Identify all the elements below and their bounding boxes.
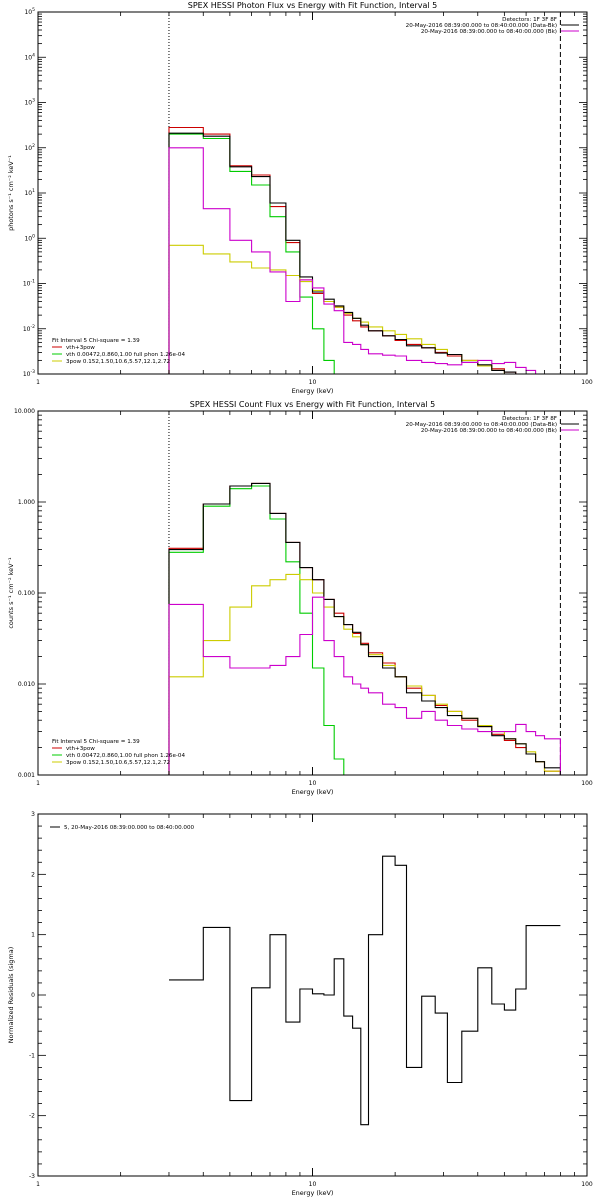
series-data-bk [168,132,517,374]
legend-detectors: Detectors: 1F 3F 8F [502,416,557,422]
series-vth [168,485,345,775]
series-5-20-may-2016-08-39-00-000-to-08-40-00-000 [169,855,561,1126]
y-tick-label: 1.000 [18,499,35,506]
series-group [168,482,561,775]
fit-legend-label: vth 0.00472,0.860,1.00 full phon 1.26e-0… [66,352,185,358]
series-group [169,855,561,1126]
x-tick-label: 10 [309,1181,317,1188]
y-tick-mantissa: 10 [24,145,32,152]
y-tick-label: 103 [24,98,35,107]
y-tick-label: 10-2 [23,324,35,333]
chart-title: SPEX HESSI Count Flux vs Energy with Fit… [190,400,435,409]
y-tick-label: 0.001 [18,772,35,779]
y-tick-label: 1 [31,932,35,939]
y-tick-label: 0 [31,992,35,999]
x-tick-label: 10 [309,379,317,386]
legend-entry-label: 20-May-2016 08:39:00.000 to 08:40:00.000… [421,29,557,35]
chart-title: SPEX HESSI Photon Flux vs Energy with Fi… [188,1,438,10]
y-tick-label: 0.010 [18,681,35,688]
x-tick-label: 1 [36,379,40,386]
axes-frame [37,813,588,1177]
chart-panel-2: SPEX HESSI Count Flux vs Energy with Fit… [7,400,593,796]
y-tick-exponent: -2 [31,324,36,330]
y-tick-label: -2 [29,1113,35,1120]
x-tick-label: 1 [36,780,40,787]
fit-legend-label: 3pow 0.152,1.50,10.6,5.57,12.1,2.72 [66,359,170,365]
y-tick-label: 2 [31,871,35,878]
x-axis-label: Energy (keV) [292,1189,334,1197]
y-tick-label: 10-1 [23,279,35,288]
y-tick-label: -1 [29,1052,35,1059]
y-tick-mantissa: 10 [24,235,32,242]
y-tick-exponent: 4 [32,52,35,58]
series-3pow [168,573,561,775]
y-tick-mantissa: 10 [23,281,31,288]
series-bk [168,596,561,775]
x-axis-label: Energy (keV) [292,788,334,796]
y-tick-label: 100 [24,233,35,242]
y-tick-label: 0.100 [18,590,35,597]
y-tick-mantissa: 10 [23,326,31,333]
fit-legend-label: vth 0.00472,0.860,1.00 full phon 1.26e-0… [66,753,185,759]
fit-legend-header: Fit Interval 5 Chi-square = 1.39 [52,739,140,745]
y-tick-label: 10-3 [23,369,35,378]
series-group [168,126,546,374]
y-tick-label: 10.000 [14,408,35,415]
y-tick-label: 105 [24,7,35,16]
series-bk [168,147,546,374]
y-tick-mantissa: 10 [24,190,32,197]
fit-legend-header: Fit Interval 5 Chi-square = 1.39 [52,338,140,344]
legend-detectors: Detectors: 1F 3F 8F [502,17,557,23]
x-tick-label: 10 [309,780,317,787]
y-tick-exponent: 2 [32,143,35,149]
fit-legend-label: 3pow 0.152,1.50,10.6,5.57,12.1,2.72 [66,760,170,766]
y-tick-label: 102 [24,143,35,152]
legend-entry-label: 20-May-2016 08:39:00.000 to 08:40:00.000… [421,428,557,434]
y-tick-mantissa: 10 [24,100,32,107]
y-tick-exponent: 1 [32,188,35,194]
y-tick-exponent: 3 [32,98,35,104]
y-tick-mantissa: 10 [23,371,31,378]
y-tick-exponent: -3 [31,369,36,375]
y-tick-label: 101 [24,188,35,197]
legend-entry-label: 20-May-2016 08:39:00.000 to 08:40:00.000… [406,23,557,29]
y-tick-exponent: 0 [32,233,35,239]
y-tick-exponent: 5 [32,7,35,13]
series-vth [168,133,335,374]
x-tick-label: 1 [36,1181,40,1188]
y-axis-label: counts s⁻¹ cm⁻² keV⁻¹ [7,557,15,629]
x-axis-label: Energy (keV) [292,387,334,395]
chart-panel-3: 1 10 100 Energy (keV) -3 -2 -1 0 1 2 3 Normalized R… [7,811,593,1197]
legend-entry-label: 20-May-2016 08:39:00.000 to 08:40:00.000… [406,422,557,428]
y-axis-label: Normalized Residuals (sigma) [7,947,15,1044]
y-axis-label: photons s⁻¹ cm⁻² keV⁻¹ [7,155,15,231]
series-data-bk [168,482,561,775]
x-tick-label: 100 [581,1181,593,1188]
y-tick-exponent: -1 [31,279,36,285]
y-tick-mantissa: 10 [24,9,32,16]
x-tick-label: 100 [581,379,593,386]
chart-panel-1: SPEX HESSI Photon Flux vs Energy with Fi… [7,1,593,395]
series-vth-3pow [168,126,517,374]
y-tick-label: 104 [24,52,35,61]
y-tick-mantissa: 10 [24,54,32,61]
legend-entry-label: 5, 20-May-2016 08:39:00.000 to 08:40:00.… [64,825,195,831]
x-tick-label: 100 [581,780,593,787]
y-tick-label: -3 [29,1173,35,1180]
fit-legend-label: vth+3pow [66,345,95,351]
y-tick-label: 3 [31,811,35,818]
fit-legend-label: vth+3pow [66,746,95,752]
